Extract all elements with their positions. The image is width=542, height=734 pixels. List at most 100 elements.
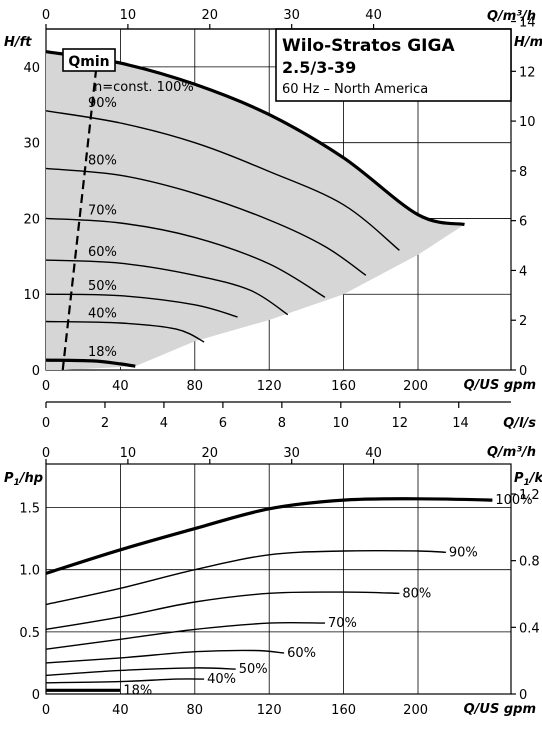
left-tick-label: 0.5 [19,626,40,641]
power-top-axis-m3h: 0 10 20 30 40 [42,446,382,464]
right-tick-label: 0.4 [519,621,540,636]
right-tick-label: 8 [519,165,527,180]
head-right-axis-m: 0 2 4 6 8 10 12 14 [511,16,536,379]
top-tick-label: 20 [202,8,219,23]
bottom-tick-label: 200 [403,703,428,718]
head-curve-60pct [45,259,289,316]
power-curve-50pct [45,667,236,677]
bottom-tick-label: 80 [187,703,204,718]
power-right-axis-unit: P1/kW [514,471,542,488]
right-tick-label: 14 [519,16,536,31]
top-axis-unit: Q/m³/h [487,9,536,24]
power-curve-label: 50% [239,662,268,677]
top-tick-label: 30 [283,446,300,461]
qmin-label-box: Qmin [62,48,116,72]
power-curve-40pct [45,678,205,684]
bottom-tick-label: 0 [42,379,50,394]
top-tick-label: 0 [42,8,50,23]
lps-tick-label: 0 [42,416,50,431]
lps-axis-unit: Q/l/s [503,416,536,431]
left-tick-label: 40 [23,61,40,76]
power-bottom-axis-gpm: 0 40 80 120 160 200 [42,703,428,718]
bottom-tick-label: 200 [403,379,428,394]
max-curve-label: n=const. 100% [94,80,194,95]
left-tick-label: 30 [23,137,40,152]
lps-tick-label: 4 [160,416,168,431]
head-curve-label: 90% [88,96,117,111]
title-box-frame [275,28,512,102]
lps-tick-label: 6 [219,416,227,431]
power-left-axis-unit: P1/hp [4,471,43,488]
power-curve-label: 40% [207,672,236,687]
lps-tick-label: 8 [278,416,286,431]
power-curve-60pct [45,649,285,664]
head-curve-chart: 90% 80% 70% 60% 50% 40% 18% Wilo-Stratos GIGA … [4,8,542,431]
power-chart-grid [45,464,511,695]
bottom-tick-label: 160 [331,703,356,718]
right-tick-label: 12 [519,65,536,80]
power-curve-90pct [45,549,446,606]
right-tick-label: 6 [519,215,527,230]
head-curve-label: 40% [88,307,117,322]
power-curve-label: 100% [495,493,532,508]
operating-range-shading [46,51,465,370]
head-curve-label: 70% [88,203,117,218]
left-tick-label: 20 [23,212,40,227]
left-tick-label: 1.0 [19,564,40,579]
top-tick-label: 40 [365,8,382,23]
right-axis-unit: H/m [514,35,542,50]
power-curve-100pct [45,497,493,575]
left-tick-label: 1.5 [19,502,40,517]
lps-axis: 0 2 4 6 8 10 12 14 [42,402,469,431]
qmin-dashed-line [61,51,100,371]
head-top-axis-m3h: 0 10 20 30 40 [42,8,511,30]
top-tick-label: 30 [283,8,300,23]
lps-tick-label: 12 [392,416,409,431]
head-curves: 90% 80% 70% 60% 50% 40% 18% [45,50,465,368]
head-curve-label: 80% [88,153,117,168]
power-curve-label: 18% [123,683,152,698]
power-top-axis-unit: Q/m³/h [487,445,536,460]
head-curve-18pct [45,358,136,368]
head-bottom-axis-gpm: 0 40 80 120 160 200 [42,379,428,394]
head-curve-70pct [45,217,326,298]
right-tick-label: 4 [519,264,527,279]
bottom-tick-label: 40 [112,379,129,394]
power-curve-label: 80% [402,586,431,601]
bottom-tick-label: 160 [331,379,356,394]
power-curve-label: 90% [449,545,478,560]
bottom-axis-unit: Q/US gpm [464,378,536,393]
bottom-tick-label: 120 [257,379,282,394]
lps-tick-label: 2 [101,416,109,431]
top-tick-label: 20 [202,446,219,461]
power-curve-chart: 100% 90% 80% 70% 60% 50%40% 18% 0 10 20 30 40 Q/m³… [4,445,542,718]
chart-title: Wilo-Stratos GIGA [282,36,455,56]
qmin-box-frame [62,48,116,72]
title-box: Wilo-Stratos GIGA 2.5/3-39 60 Hz – North… [275,28,512,102]
top-tick-label: 0 [42,446,50,461]
chart-note: 60 Hz – North America [282,82,428,97]
left-tick-label: 10 [23,288,40,303]
power-curves: 100% 90% 80% 70% 60% 50%40% 18% [45,493,533,698]
bottom-tick-label: 80 [187,379,204,394]
power-left-axis-hp: 0 0.5 1.0 1.5 [19,502,40,703]
bottom-tick-label: 40 [112,703,129,718]
head-curve-label: 60% [88,245,117,260]
head-curve-50pct [45,293,238,318]
power-curve-80pct [45,591,400,631]
left-axis-unit: H/ft [4,35,32,50]
top-tick-label: 40 [365,446,382,461]
lps-tick-label: 10 [333,416,350,431]
chart-subtitle: 2.5/3-39 [282,58,356,77]
right-tick-label: 1.2 [519,488,540,503]
right-tick-label: 2 [519,314,527,329]
head-curve-80pct [45,167,367,276]
power-curve-70pct [45,621,326,650]
power-curve-label: 70% [328,616,357,631]
power-curve-label: 60% [287,646,316,661]
bottom-tick-label: 120 [257,703,282,718]
right-tick-label: 0.8 [519,555,540,570]
top-tick-label: 10 [120,446,137,461]
head-curve-100pct [45,50,465,227]
